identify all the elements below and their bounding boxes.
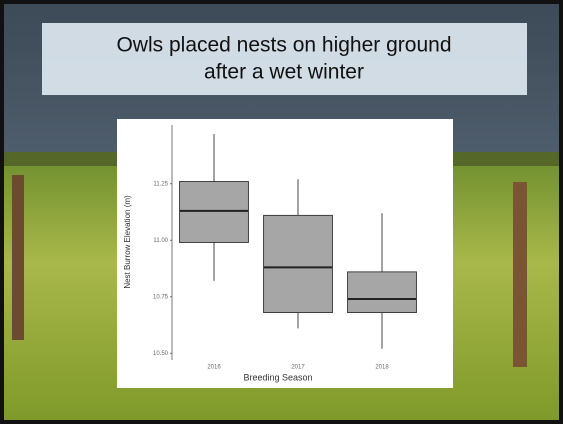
y-tick-label: 10.50: [153, 351, 169, 357]
title-box: [42, 23, 527, 95]
slide-title-1: Owls placed nests on higher ground: [116, 34, 451, 57]
box: [179, 181, 249, 243]
x-axis-title: Breeding Season: [243, 372, 312, 382]
y-axis-title: Nest Burrow Elevation (m): [123, 195, 132, 289]
y-tick-label: 11.25: [153, 181, 168, 187]
fence-post: [12, 175, 24, 340]
box: [263, 214, 333, 313]
box: [347, 271, 417, 313]
fence-post: [513, 182, 527, 367]
x-tick-label: 2017: [291, 365, 305, 371]
y-tick-label: 11.00: [153, 238, 168, 244]
x-tick-label: 2016: [207, 365, 221, 371]
slide-title-2: after a wet winter: [204, 61, 364, 84]
x-tick-label: 2018: [375, 365, 389, 371]
y-tick-label: 10.75: [153, 294, 169, 300]
